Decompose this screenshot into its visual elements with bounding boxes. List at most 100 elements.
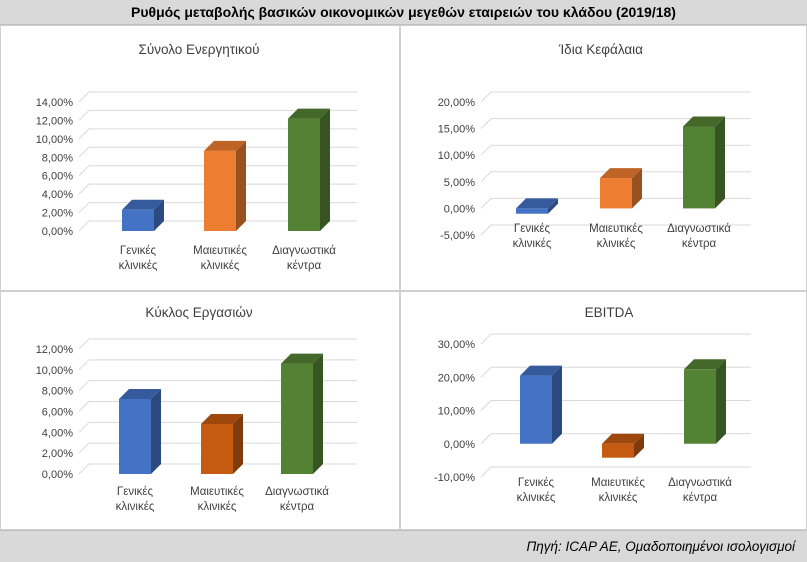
category-label: Διαγνωστικά κέντρα (272, 245, 336, 272)
gridline (78, 202, 357, 213)
bar-2 (201, 414, 243, 474)
bar-front (684, 369, 716, 444)
y-tick-label: 15,00% (438, 124, 476, 136)
bar-front (520, 375, 552, 444)
bar-top (122, 199, 164, 210)
bar-front (201, 424, 233, 474)
y-tick-label: 30,00% (438, 339, 476, 351)
gridline (480, 333, 751, 345)
bar-side (236, 140, 246, 231)
y-tick-label: 10,00% (36, 134, 74, 146)
y-tick-label: 6,00% (42, 407, 73, 419)
bar-top (520, 365, 562, 376)
category-label: Γενικές κλινικές (517, 477, 556, 504)
chart-ebitda: EBITDA -10,00% 0,00% 10,00% 20,00% 30,00% Γενι… (434, 305, 751, 504)
category-label: Διαγνωστικά κέντρα (265, 486, 329, 513)
bar-front (602, 443, 634, 458)
bar-top (602, 433, 644, 444)
gridline (78, 183, 357, 195)
bar-front (119, 399, 151, 474)
category-label: Διαγνωστικά κέντρα (667, 223, 731, 250)
chart-title: EBITDA (585, 305, 634, 320)
chart-title: Σύνολο Ενεργητικού (138, 42, 259, 57)
chart-equity: Ίδια Κεφάλαια -5,00% 0,00% 5,00% 10,00% 15,00… (438, 42, 751, 250)
bar-top (288, 108, 330, 119)
chart-panel-ebitda: EBITDA -10,00% 0,00% 10,00% 20,00% 30,00% Γενι… (400, 291, 807, 530)
y-tick-label: 10,00% (438, 406, 476, 418)
category-label: Μαιευτικές κλινικές (193, 245, 247, 272)
category-label: Διαγνωστικά κέντρα (668, 477, 732, 504)
bar-3 (684, 359, 726, 444)
bar-front (204, 150, 236, 231)
bar-top (600, 168, 642, 179)
chart-title: Ίδια Κεφάλαια (558, 42, 643, 57)
bar-top (204, 140, 246, 151)
chart-turnover: Κύκλος Εργασιών 0,00% 2,00% 4,00% 6,00% 8,00%… (36, 305, 357, 513)
bar-top (683, 116, 725, 127)
gridline (78, 91, 357, 103)
gridline (78, 421, 357, 433)
bar-3 (281, 353, 323, 474)
gridline (78, 146, 357, 158)
y-tick-label: -10,00% (434, 472, 475, 484)
gridline (480, 91, 751, 103)
gridline (480, 224, 751, 236)
gridline (78, 401, 357, 412)
gridline (78, 338, 357, 350)
bar-side (151, 389, 161, 474)
gridline (480, 433, 751, 445)
bar-1 (516, 198, 558, 214)
gridline (480, 197, 751, 209)
page-title-text: Ρυθμός μεταβολής βασικών οικονομικών μεγ… (131, 4, 676, 20)
bar-front (288, 118, 320, 231)
category-label: Μαιευτικές κλινικές (190, 486, 244, 513)
y-tick-label: 0,00% (42, 226, 73, 238)
bar-2 (600, 168, 642, 209)
chart-panel-equity: Ίδια Κεφάλαια -5,00% 0,00% 5,00% 10,00% 15,00… (400, 25, 807, 291)
bar-top (201, 414, 243, 424)
bar-side (634, 433, 644, 458)
page-title: Ρυθμός μεταβολής βασικών οικονομικών μεγ… (0, 0, 807, 25)
bar-top (516, 198, 558, 209)
y-tick-label: 4,00% (42, 427, 73, 439)
bar-top (119, 389, 161, 399)
y-tick-label: -5,00% (440, 230, 475, 242)
gridline (78, 220, 357, 232)
chart-total-assets: Σύνολο Ενεργητικού 0,00% 2,00% 4,00% 6,00% 8,… (36, 42, 357, 272)
y-tick-label: 6,00% (42, 171, 73, 183)
y-tick-label: 8,00% (42, 386, 73, 398)
bar-front (122, 209, 154, 231)
bar-side (233, 414, 243, 474)
category-label: Γενικές κλινικές (116, 486, 155, 513)
y-tick-label: 2,00% (42, 448, 73, 460)
gridline (78, 463, 357, 475)
chart-title: Κύκλος Εργασιών (145, 305, 253, 320)
gridline (480, 118, 751, 129)
category-label: Γενικές κλινικές (119, 245, 158, 272)
bar-side (154, 199, 164, 231)
bar-1 (520, 365, 562, 444)
y-tick-label: 10,00% (36, 365, 74, 377)
gridline (78, 109, 357, 121)
bar-side (552, 365, 562, 444)
gridline (480, 466, 751, 478)
bar-side (632, 168, 642, 209)
gridline (78, 359, 357, 371)
bar-1 (119, 389, 161, 474)
bar-2 (204, 140, 246, 231)
bar-3 (288, 108, 330, 231)
chart-panel-total-assets: Σύνολο Ενεργητικού 0,00% 2,00% 4,00% 6,00% 8,… (0, 25, 400, 291)
bar-front (516, 208, 548, 214)
gridline (78, 380, 357, 392)
y-tick-label: 20,00% (438, 372, 476, 384)
bar-front (281, 363, 313, 474)
source-note-text: Πηγή: ICAP AE, Ομαδοποιημένοι ισολογισμο… (526, 539, 795, 554)
source-note: Πηγή: ICAP AE, Ομαδοποιημένοι ισολογισμο… (0, 530, 807, 562)
y-tick-label: 4,00% (42, 189, 73, 201)
y-tick-label: 0,00% (444, 439, 475, 451)
gridline (480, 171, 751, 183)
y-tick-label: 0,00% (42, 469, 73, 481)
bar-1 (122, 199, 164, 231)
y-tick-label: 5,00% (444, 177, 475, 189)
category-label: Μαιευτικές κλινικές (591, 477, 645, 504)
